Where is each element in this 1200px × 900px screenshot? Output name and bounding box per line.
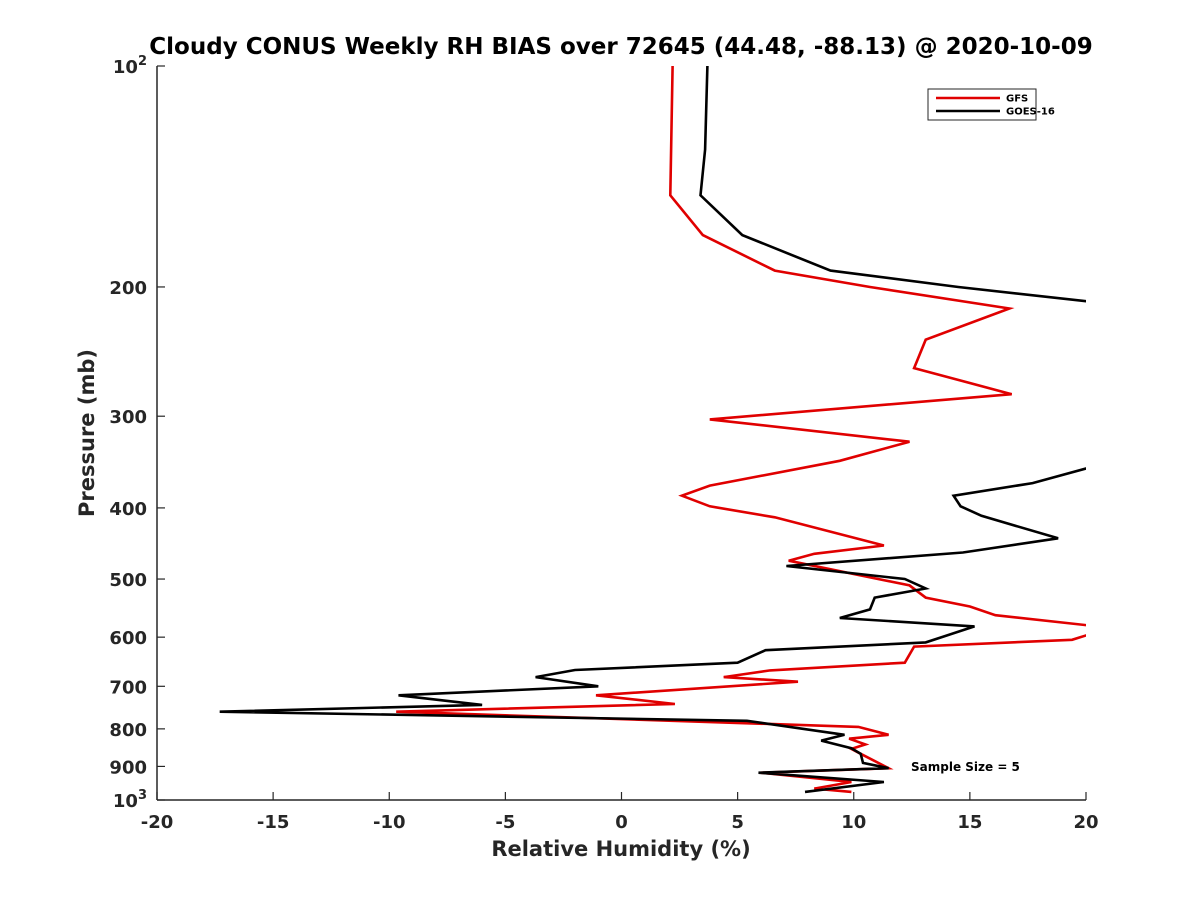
y-tick-label: 400 bbox=[109, 499, 147, 520]
y-tick-exponent: 3 bbox=[138, 788, 147, 803]
y-tick-label: 103 bbox=[113, 788, 147, 812]
legend-box bbox=[927, 88, 1037, 121]
legend: GFS GOES-16 bbox=[927, 88, 1055, 121]
x-tick-label: -10 bbox=[373, 812, 406, 833]
y-tick-label: 300 bbox=[109, 407, 147, 428]
x-axis-label: Relative Humidity (%) bbox=[491, 837, 750, 861]
x-tick-label: 15 bbox=[957, 812, 982, 833]
x-tick-label: 5 bbox=[731, 812, 744, 833]
series-line-goes16 bbox=[219, 66, 1086, 794]
x-tick-label: 10 bbox=[841, 812, 866, 833]
x-ticks: -20 -15 -10 -5 0 5 10 15 20 bbox=[141, 792, 1099, 833]
series-line-gfs bbox=[396, 66, 1086, 794]
x-tick-label: 20 bbox=[1073, 812, 1098, 833]
y-tick-base: 10 bbox=[113, 57, 138, 78]
y-tick-base: 10 bbox=[113, 791, 138, 812]
x-tick-label: -20 bbox=[141, 812, 174, 833]
y-tick-label: 900 bbox=[109, 757, 147, 778]
x-tick-label: 0 bbox=[615, 812, 628, 833]
y-tick-label: 600 bbox=[109, 628, 147, 649]
chart-title: Cloudy CONUS Weekly RH BIAS over 72645 (… bbox=[149, 34, 1092, 60]
y-tick-exponent: 2 bbox=[138, 54, 147, 69]
x-tick-label: -15 bbox=[257, 812, 290, 833]
x-tick-label: -5 bbox=[495, 812, 515, 833]
sample-size-annotation: Sample Size = 5 bbox=[911, 760, 1020, 774]
y-axis-label: Pressure (mb) bbox=[75, 349, 99, 517]
legend-label-gfs: GFS bbox=[1006, 94, 1028, 105]
series-group bbox=[219, 66, 1086, 794]
y-tick-label: 500 bbox=[109, 570, 147, 591]
y-tick-label: 800 bbox=[109, 720, 147, 741]
y-tick-label: 102 bbox=[113, 54, 147, 78]
plot-axes bbox=[156, 66, 1086, 801]
y-tick-label: 200 bbox=[109, 278, 147, 299]
y-tick-label: 700 bbox=[109, 677, 147, 698]
legend-label-goes16: GOES-16 bbox=[1006, 107, 1055, 118]
